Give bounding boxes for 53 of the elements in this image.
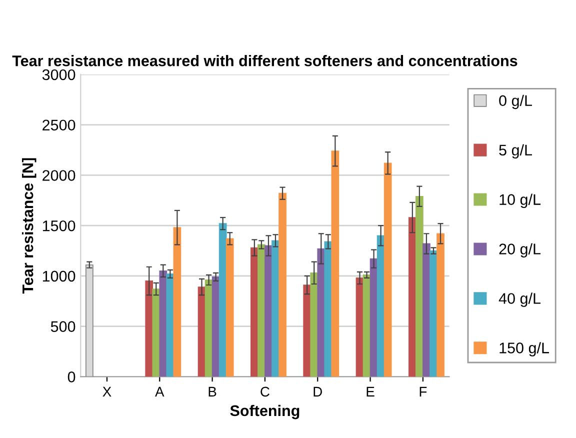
bar [173, 227, 182, 377]
bar [152, 288, 160, 377]
bar [272, 240, 280, 377]
bar [324, 241, 332, 377]
legend-label: 0 g/L [499, 94, 532, 110]
bar [384, 162, 392, 377]
bar [317, 248, 326, 377]
bar [422, 243, 430, 377]
legend-label: 20 g/L [499, 243, 541, 258]
x-axis-title: Softening [230, 404, 300, 420]
bar [356, 278, 364, 377]
x-tick-label: F [420, 386, 427, 396]
bar [331, 150, 340, 377]
bar [430, 250, 438, 377]
bar [212, 276, 220, 377]
legend-label: 5 g/L [499, 144, 532, 159]
bar [408, 217, 416, 377]
bar [376, 235, 385, 377]
x-tick-label: X [102, 386, 112, 396]
x-tick-label: A [155, 386, 164, 396]
x-tick-label: E [366, 386, 374, 396]
y-tick-label: 1000 [42, 270, 76, 282]
y-tick-label: 2500 [42, 120, 76, 131]
bar [218, 223, 227, 377]
bar [198, 286, 206, 377]
y-tick-label: 3000 [42, 69, 76, 80]
bar [416, 196, 424, 377]
bar [264, 245, 272, 377]
legend-label: 40 g/L [498, 292, 541, 307]
legend-label: 150 g/L [500, 342, 549, 356]
x-tick-label: D [314, 386, 322, 396]
bar [370, 258, 378, 377]
x-tick-label: B [208, 386, 216, 396]
y-tick-label: 2000 [42, 170, 76, 181]
x-tick-label: C [260, 386, 270, 397]
bar [159, 270, 168, 377]
bar [436, 233, 444, 377]
bar [226, 238, 234, 377]
bar [258, 244, 266, 377]
bar [166, 274, 174, 377]
bar [310, 272, 318, 377]
bar [278, 192, 286, 377]
bar [204, 280, 213, 377]
legend-label: 10 g/L [500, 194, 541, 208]
y-axis-title: Tear resistance [N] [22, 158, 36, 294]
chart-title: Tear resistance measured with different softeners and concentrations [12, 55, 518, 66]
bar [303, 284, 312, 377]
bar [362, 274, 371, 377]
y-tick-label: 0 [68, 372, 76, 382]
y-tick-label: 1500 [42, 220, 76, 232]
bar [250, 247, 258, 377]
bar [145, 280, 154, 377]
y-tick-label: 500 [50, 321, 76, 332]
